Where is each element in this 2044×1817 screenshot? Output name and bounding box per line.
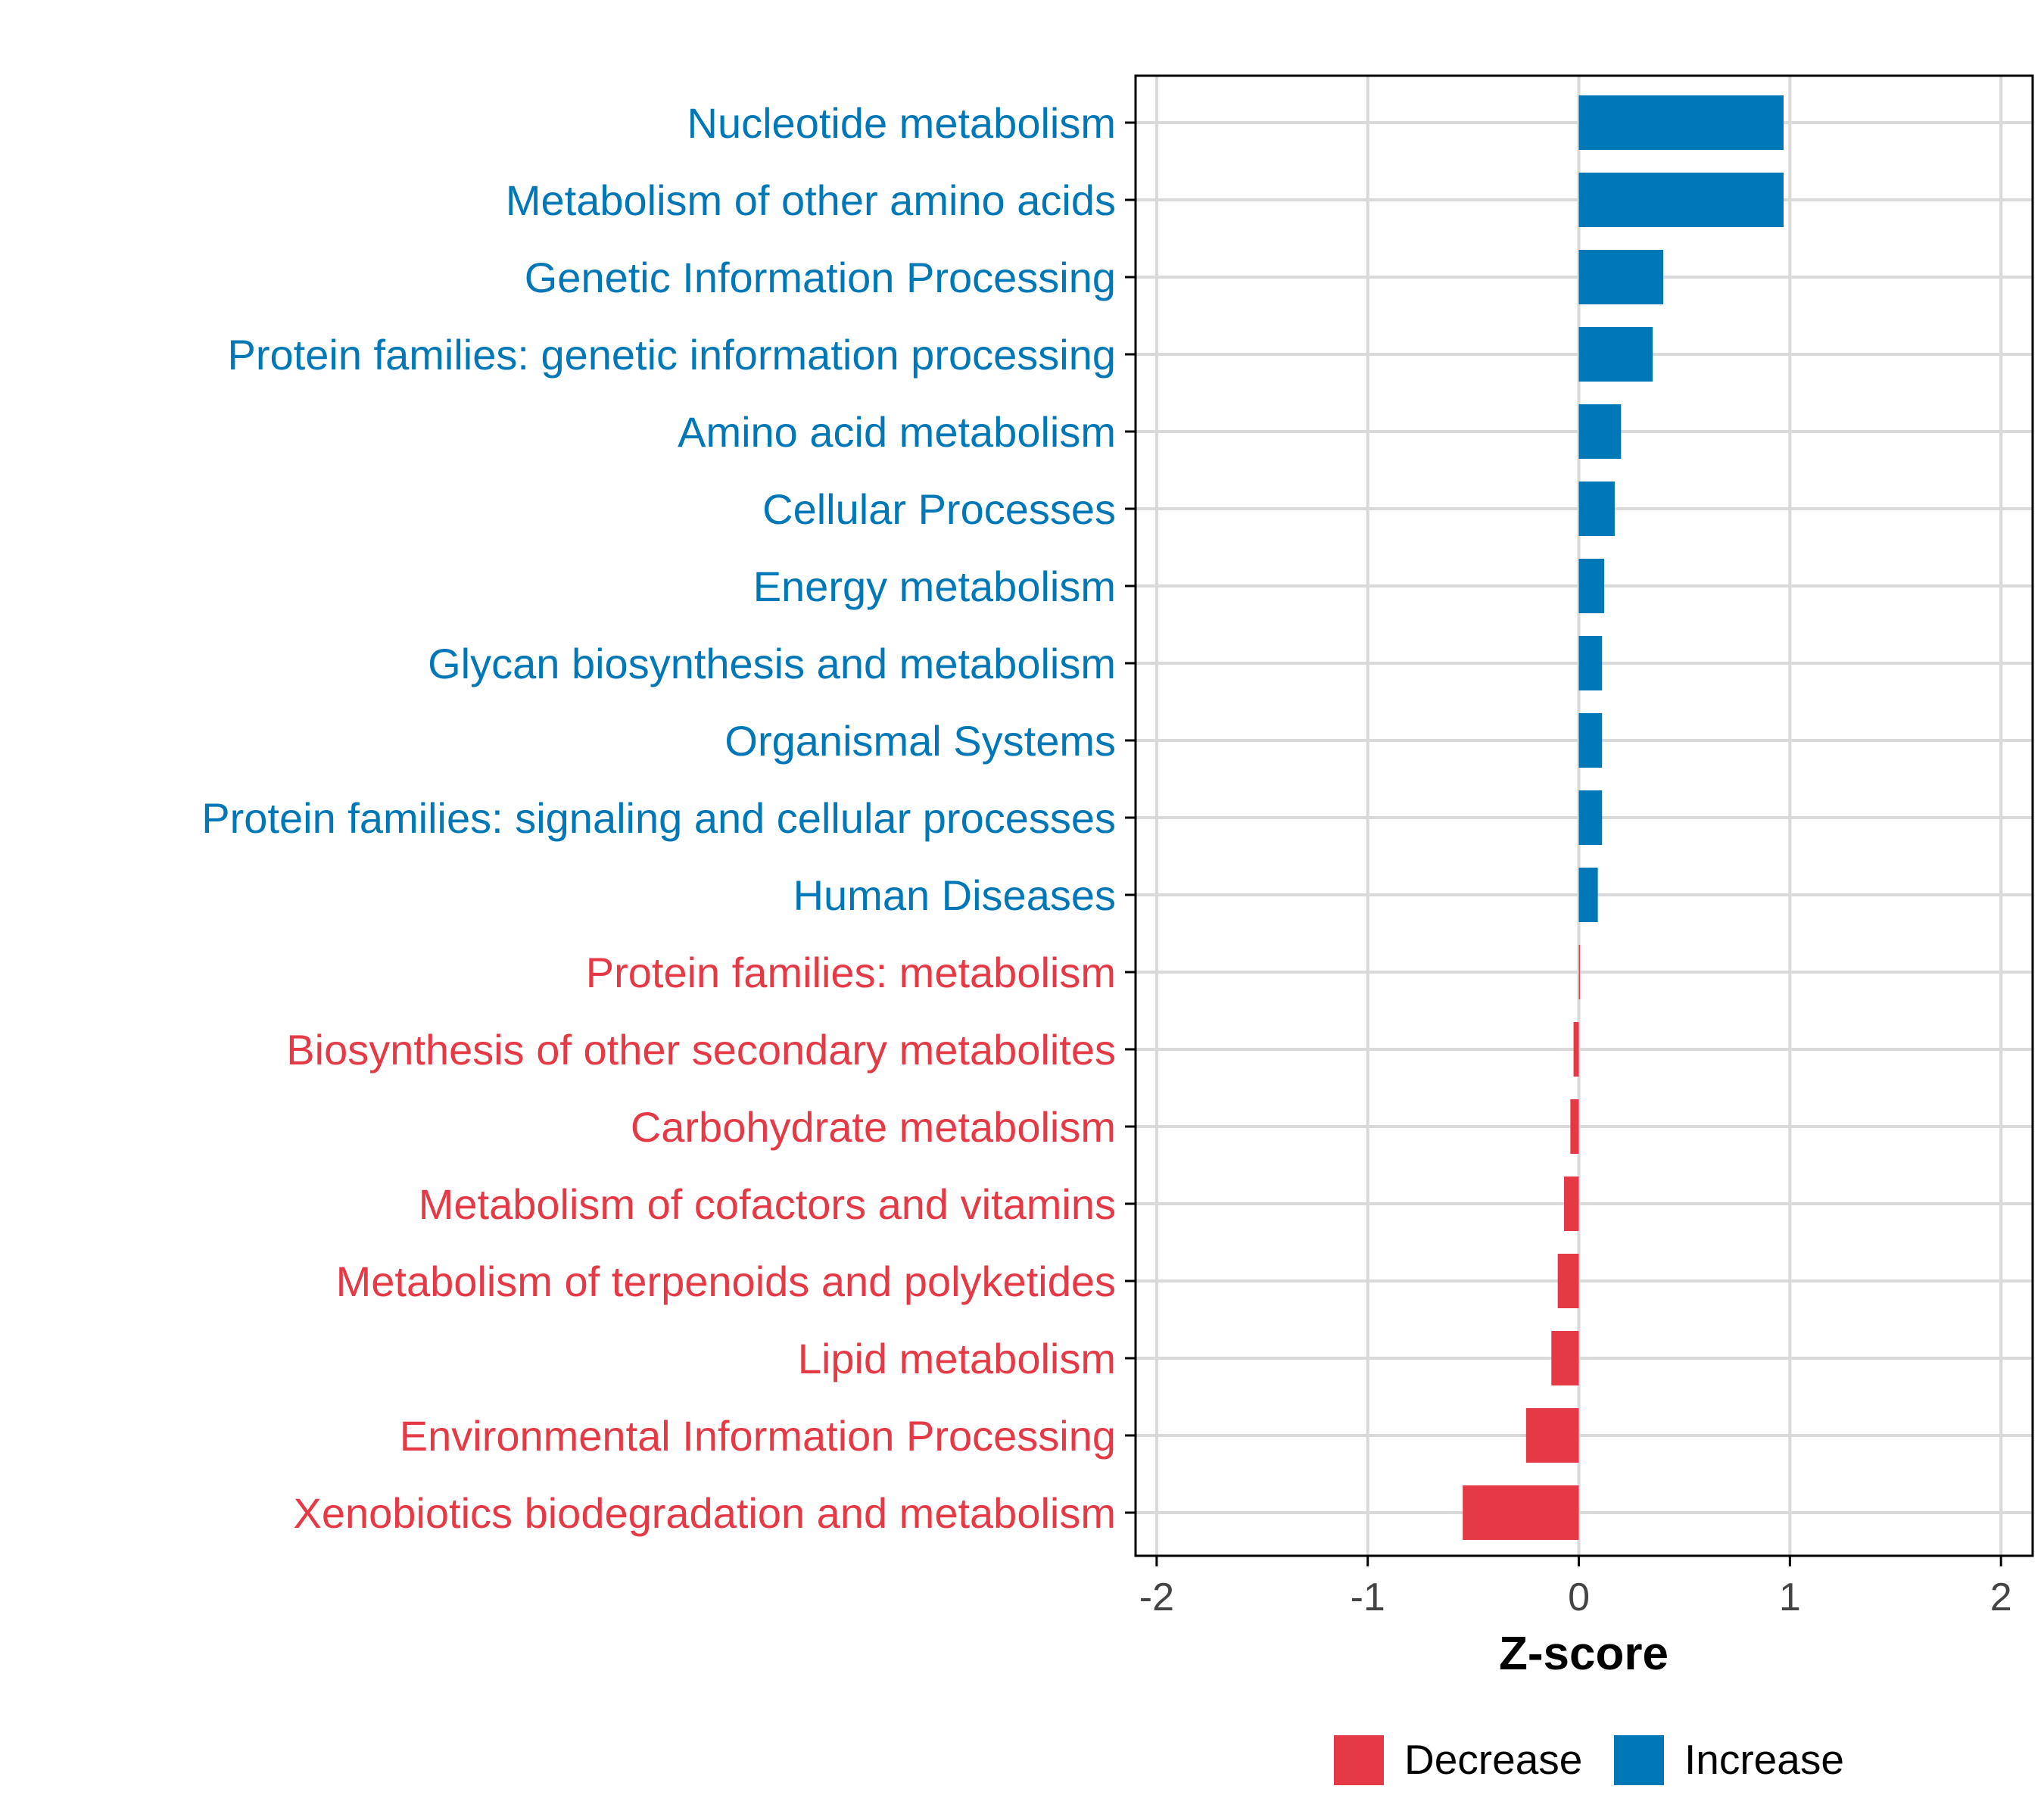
plot-frame <box>1134 74 2034 1557</box>
legend-swatch-increase <box>1614 1735 1664 1785</box>
y-tick-label: Biosynthesis of other secondary metaboli… <box>286 1026 1116 1074</box>
bar-layer <box>1463 95 1784 1540</box>
legend: Decrease Increase <box>1334 1735 1844 1785</box>
y-tick-label: Glycan biosynthesis and metabolism <box>428 640 1116 687</box>
y-tick-label: Protein families: signaling and cellular… <box>201 794 1116 842</box>
y-tick-label: Cellular Processes <box>762 485 1116 533</box>
legend-swatch-decrease <box>1334 1735 1384 1785</box>
bar <box>1463 1485 1579 1540</box>
legend-label-decrease: Decrease <box>1404 1736 1582 1783</box>
bar <box>1564 1177 1579 1231</box>
y-tick-label: Carbohydrate metabolism <box>631 1103 1116 1151</box>
x-tick-label: -2 <box>1139 1575 1174 1619</box>
x-axis-title: Z-score <box>1499 1628 1669 1680</box>
bar <box>1578 404 1622 459</box>
y-tick-label: Protein families: metabolism <box>586 949 1116 996</box>
bar <box>1551 1331 1579 1385</box>
bar <box>1578 945 1580 999</box>
bar <box>1578 713 1603 768</box>
y-tick-label: Nucleotide metabolism <box>687 99 1116 147</box>
bar <box>1557 1254 1579 1308</box>
bar <box>1578 482 1615 536</box>
y-tick-label: Metabolism of other amino acids <box>506 176 1116 224</box>
bar <box>1578 95 1784 150</box>
bar <box>1570 1099 1579 1154</box>
legend-label-increase: Increase <box>1684 1736 1844 1783</box>
bar <box>1578 250 1664 304</box>
x-tick-label: -1 <box>1351 1575 1385 1619</box>
bar <box>1578 173 1784 227</box>
x-tick-label: 0 <box>1568 1575 1590 1619</box>
y-tick-label: Amino acid metabolism <box>678 408 1116 456</box>
x-axis: -2 -1 0 1 2 <box>1139 1556 2012 1619</box>
bar <box>1525 1408 1579 1463</box>
y-tick-label: Lipid metabolism <box>798 1335 1116 1382</box>
y-axis: Nucleotide metabolism Metabolism of other… <box>201 99 1136 1537</box>
x-tick-label: 1 <box>1779 1575 1801 1619</box>
bar <box>1578 327 1653 382</box>
bar <box>1578 559 1604 613</box>
x-tick-label: 2 <box>1990 1575 2012 1619</box>
y-tick-label: Metabolism of cofactors and vitamins <box>419 1180 1116 1228</box>
y-tick-label: Genetic Information Processing <box>525 254 1116 301</box>
bar <box>1578 868 1598 922</box>
bar <box>1578 636 1603 690</box>
y-tick-label: Metabolism of terpenoids and polyketides <box>336 1258 1116 1305</box>
y-tick-label: Protein families: genetic information pr… <box>228 331 1116 379</box>
bar <box>1578 790 1603 845</box>
y-tick-label: Environmental Information Processing <box>400 1412 1116 1460</box>
y-tick-label: Organismal Systems <box>724 717 1116 765</box>
y-tick-label: Energy metabolism <box>753 563 1116 610</box>
bar <box>1573 1022 1579 1077</box>
y-tick-label: Human Diseases <box>793 871 1116 919</box>
y-tick-label: Xenobiotics biodegradation and metabolis… <box>294 1489 1116 1537</box>
